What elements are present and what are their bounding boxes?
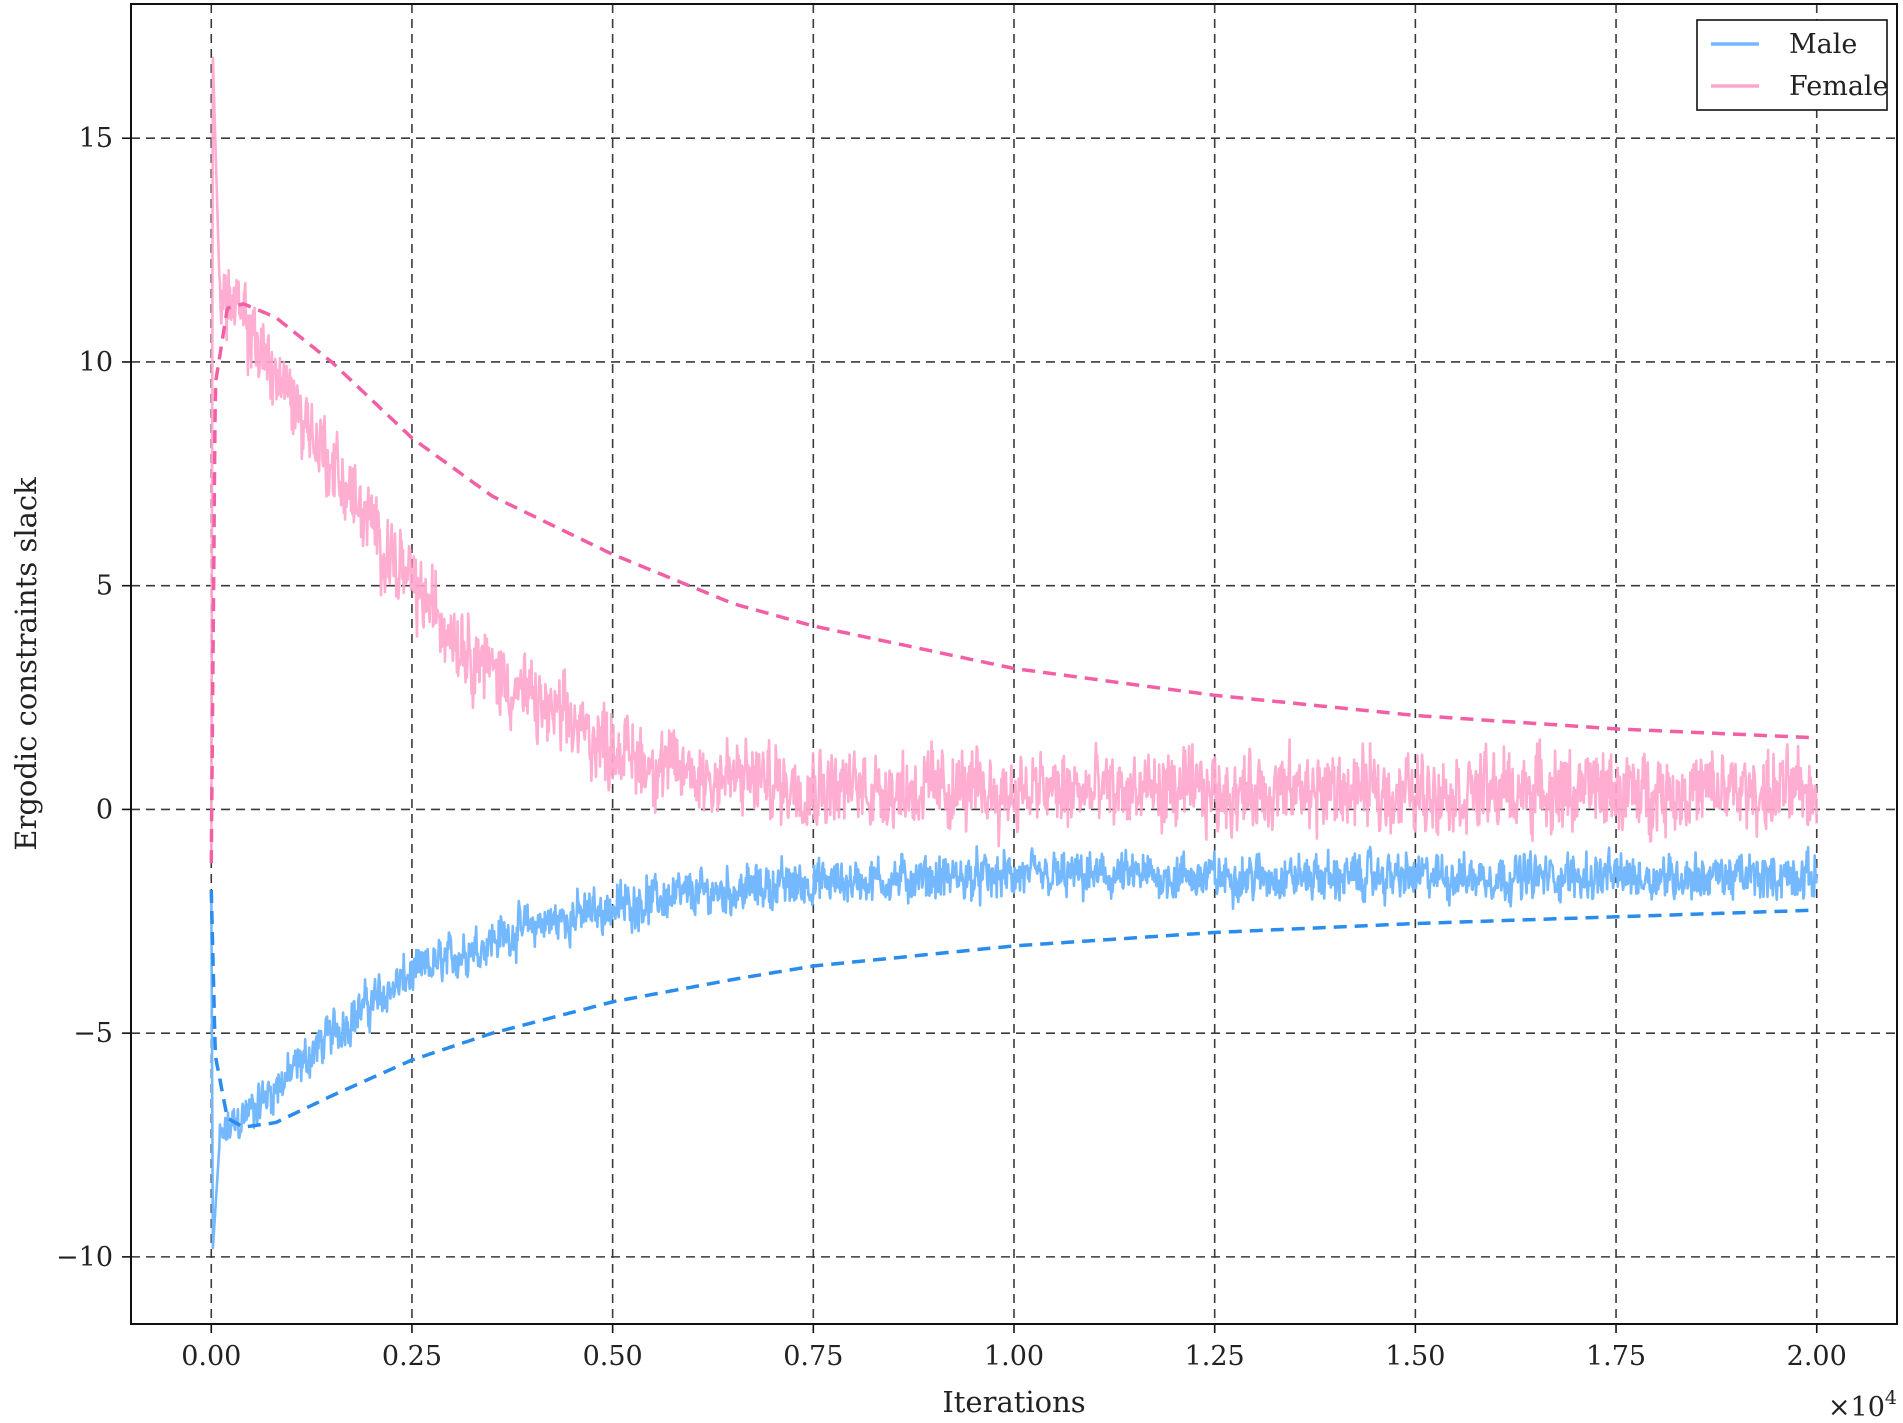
x-tick-label: 0.50	[583, 1341, 643, 1372]
x-tick-label: 1.25	[1185, 1341, 1245, 1372]
y-tick-label: 0	[96, 794, 113, 825]
x-axis-multiplier: ×104	[1828, 1387, 1897, 1423]
y-tick-label: −10	[56, 1242, 113, 1273]
y-tick-label: 15	[79, 123, 113, 154]
series-layer	[209, 56, 1818, 1250]
x-axis-label: Iterations	[942, 1385, 1085, 1419]
ticks: 0.00 0.25 0.50 0.75 1.00 1.25 1.50 1.75 2.00 −10 −…	[56, 123, 1847, 1372]
grid	[131, 4, 1897, 1324]
x-axis-multiplier-exponent: 4	[1885, 1387, 1897, 1409]
x-tick-label: 1.50	[1385, 1341, 1445, 1372]
y-tick-label: −5	[73, 1018, 113, 1049]
series-line-male	[210, 845, 1818, 1250]
x-tick-label: 2.00	[1787, 1341, 1847, 1372]
x-tick-label: 0.00	[181, 1341, 241, 1372]
y-axis-label: Ergodic constraints slack	[9, 477, 43, 851]
series-line-female	[210, 56, 1818, 864]
y-tick-label: 10	[79, 347, 113, 378]
x-tick-label: 1.00	[984, 1341, 1044, 1372]
y-tick-label: 5	[96, 571, 113, 602]
legend: Male Female	[1696, 19, 1889, 111]
x-axis-multiplier-base: ×10	[1828, 1392, 1885, 1423]
x-tick-label: 0.25	[382, 1341, 442, 1372]
x-tick-label: 1.75	[1586, 1341, 1646, 1372]
legend-box	[1696, 19, 1888, 111]
dashed-average-line	[209, 302, 1817, 864]
legend-label-male: Male	[1789, 29, 1857, 60]
legend-label-female: Female	[1789, 71, 1889, 102]
x-tick-label: 0.75	[783, 1341, 843, 1372]
